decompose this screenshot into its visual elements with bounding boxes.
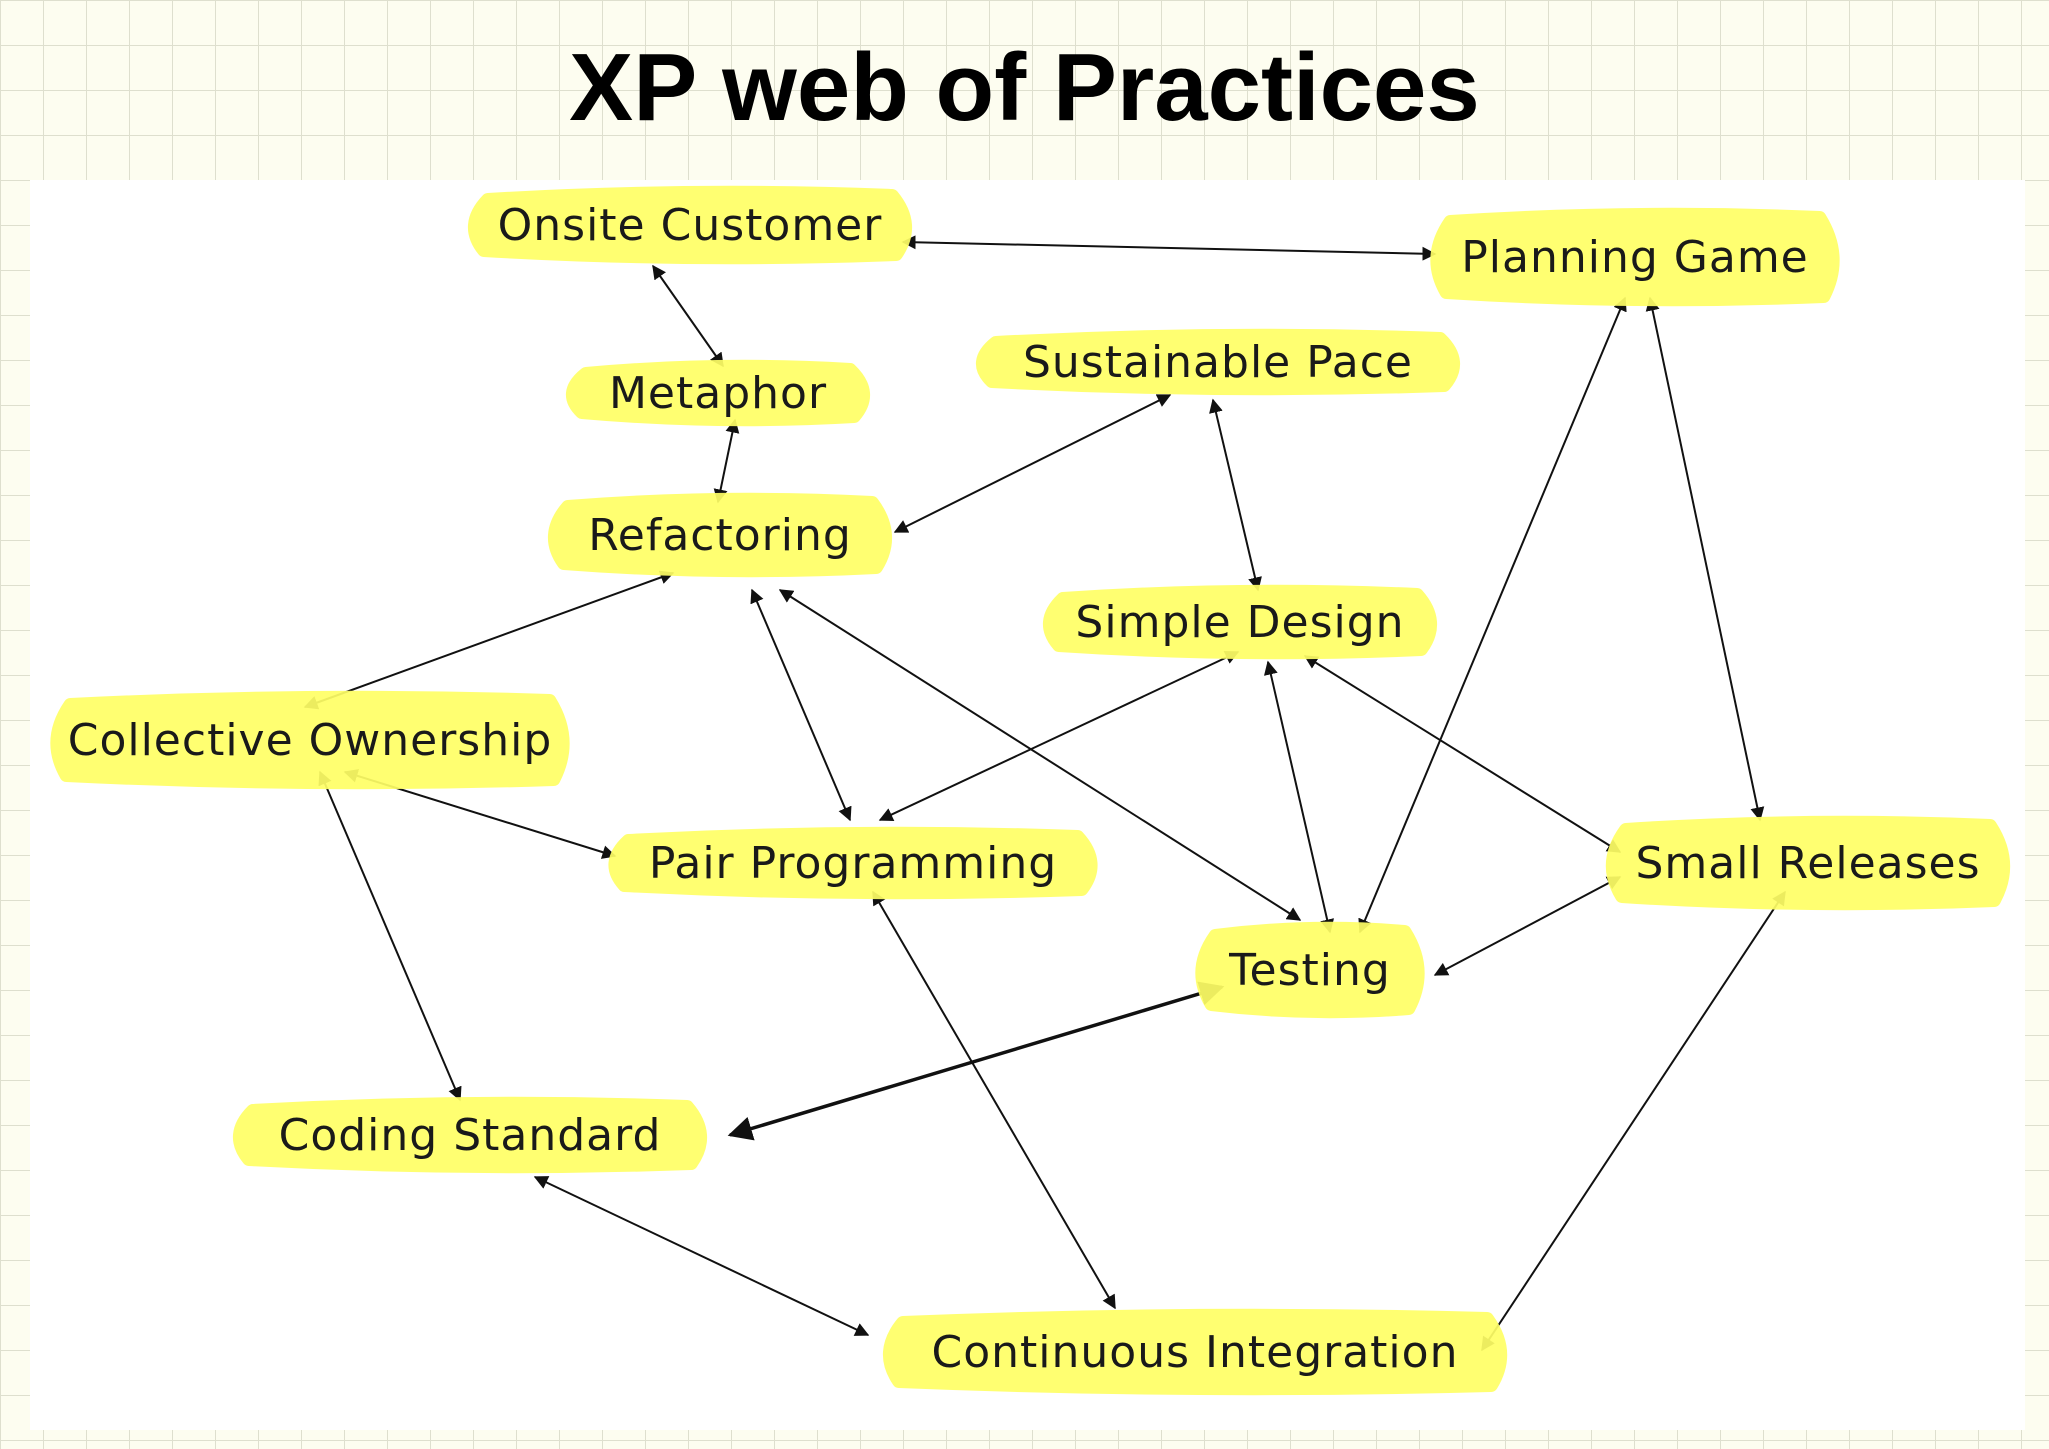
- node-simple-design: Simple Design: [1043, 584, 1438, 660]
- highlight-metaphor: [566, 359, 870, 427]
- label-collective-ownership: Collective Ownership: [68, 715, 553, 766]
- nodes-layer: Onsite Customer Planning Game Metaphor Sust…: [50, 185, 2010, 1396]
- practices-diagram: Onsite Customer Planning Game Metaphor Sust…: [50, 185, 2010, 1396]
- diagram-panel: Onsite Customer Planning Game Metaphor Sust…: [30, 180, 2025, 1430]
- node-planning-game: Planning Game: [1430, 207, 1840, 307]
- label-continuous-integration: Continuous Integration: [932, 1327, 1459, 1378]
- edge-metaphor-refactoring: [713, 418, 740, 504]
- label-small-releases: Small Releases: [1635, 838, 1980, 889]
- edge-coding-standard-continuous-integration: [533, 1176, 870, 1336]
- page-title: XP web of Practices: [569, 34, 1480, 141]
- label-coding-standard: Coding Standard: [279, 1110, 662, 1161]
- edge-planning-game-testing: [1358, 296, 1627, 934]
- edge-planning-game-small-releases: [1645, 296, 1765, 822]
- highlight-testing: [1195, 921, 1425, 1019]
- highlight-onsite-customer: [468, 185, 913, 265]
- label-pair-programming: Pair Programming: [649, 838, 1057, 889]
- edge-sustainable-pace-simple-design: [1209, 398, 1262, 592]
- edge-small-releases-continuous-integration: [1481, 890, 1786, 1352]
- label-testing: Testing: [1228, 945, 1391, 996]
- label-onsite-customer: Onsite Customer: [498, 200, 883, 251]
- edge-collective-ownership-coding-standard: [318, 770, 462, 1102]
- edge-testing-small-releases: [1433, 876, 1622, 976]
- edge-refactoring-collective-ownership: [303, 570, 675, 710]
- label-simple-design: Simple Design: [1075, 597, 1404, 648]
- node-refactoring: Refactoring: [547, 492, 893, 578]
- label-refactoring: Refactoring: [588, 510, 852, 561]
- label-metaphor: Metaphor: [609, 368, 827, 419]
- node-metaphor: Metaphor: [566, 359, 870, 427]
- highlight-coding-standard: [233, 1096, 708, 1174]
- edge-onsite-customer-metaphor: [652, 264, 724, 368]
- node-collective-ownership: Collective Ownership: [50, 690, 570, 790]
- edge-onsite-customer-planning-game: [901, 235, 1437, 261]
- edge-simple-design-testing: [1263, 660, 1335, 934]
- highlight-planning-game: [1430, 207, 1840, 307]
- highlight-sustainable-pace: [976, 328, 1460, 396]
- label-sustainable-pace: Sustainable Pace: [1023, 337, 1413, 388]
- highlight-refactoring: [547, 492, 893, 578]
- edge-pair-programming-continuous-integration: [872, 890, 1116, 1310]
- highlight-small-releases: [1605, 815, 2010, 911]
- edge-simple-design-pair-programming: [878, 651, 1240, 821]
- highlight-pair-programming: [608, 826, 1098, 900]
- node-coding-standard: Coding Standard: [233, 1096, 708, 1174]
- edge-testing-coding-standard: [727, 981, 1225, 1141]
- edges-layer: [303, 235, 1786, 1352]
- edge-sustainable-pace-refactoring: [893, 394, 1172, 533]
- node-sustainable-pace: Sustainable Pace: [976, 328, 1460, 396]
- node-small-releases: Small Releases: [1605, 815, 2010, 911]
- node-testing: Testing: [1195, 921, 1425, 1019]
- node-continuous-integration: Continuous Integration: [882, 1308, 1508, 1396]
- label-planning-game: Planning Game: [1461, 232, 1809, 283]
- highlight-simple-design: [1043, 584, 1438, 660]
- node-onsite-customer: Onsite Customer: [468, 185, 913, 265]
- node-pair-programming: Pair Programming: [608, 826, 1098, 900]
- highlight-continuous-integration: [882, 1308, 1508, 1396]
- highlight-collective-ownership: [50, 690, 570, 790]
